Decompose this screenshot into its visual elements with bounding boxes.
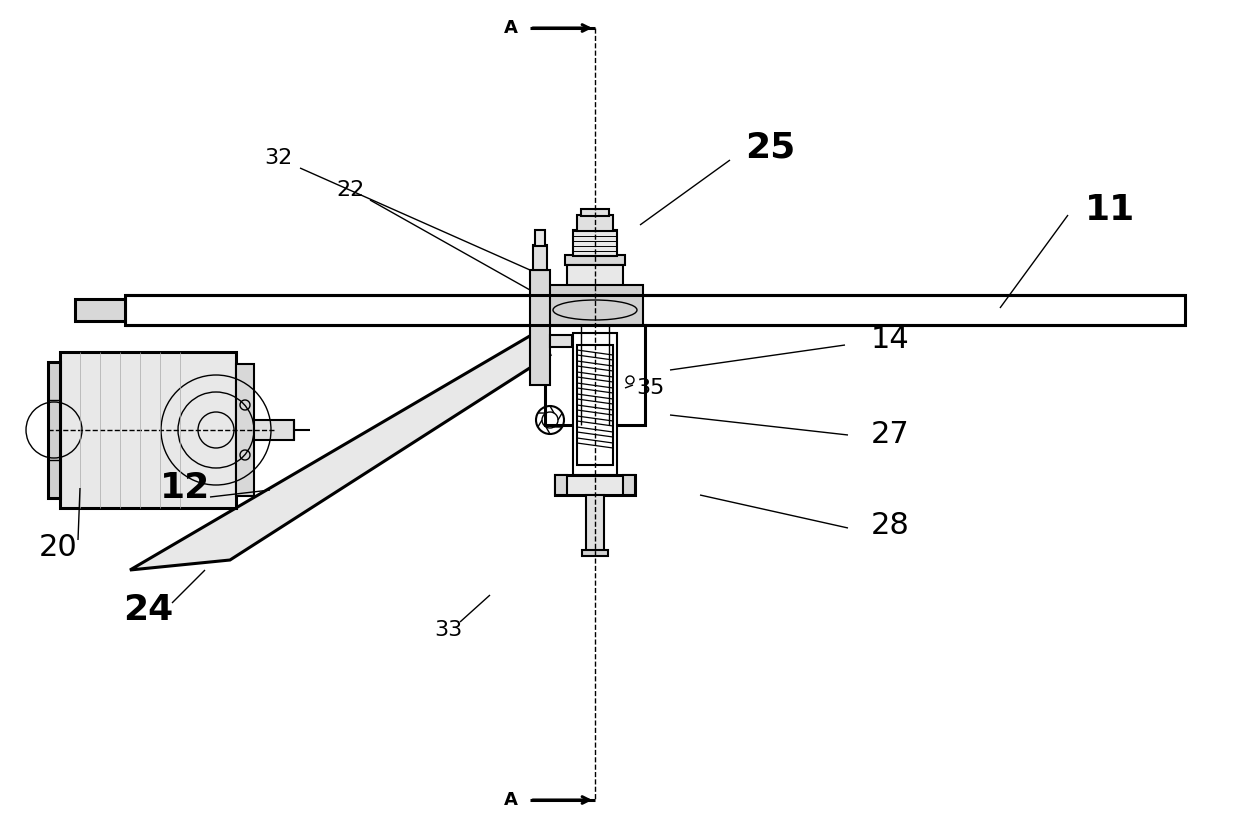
Bar (573, 333, 618, 475)
Bar (565, 255, 625, 265)
Text: 12: 12 (160, 471, 210, 505)
Text: A: A (505, 791, 518, 809)
Bar (534, 230, 546, 246)
Bar (529, 270, 551, 385)
Bar (556, 475, 635, 495)
Text: 24: 24 (123, 593, 174, 627)
Bar (556, 475, 567, 495)
Bar (74, 299, 125, 321)
Text: 28: 28 (870, 510, 909, 540)
Bar (254, 420, 294, 440)
Text: 32: 32 (264, 148, 293, 168)
Text: A: A (505, 19, 518, 37)
Bar (587, 495, 604, 555)
Bar (551, 335, 572, 347)
Text: 22: 22 (336, 180, 365, 200)
Bar (582, 209, 609, 216)
Polygon shape (130, 330, 551, 570)
Bar (547, 285, 644, 335)
Bar (546, 325, 645, 425)
Text: 20: 20 (38, 534, 77, 563)
Bar (577, 345, 613, 465)
Text: 25: 25 (745, 131, 795, 165)
Bar (573, 230, 618, 256)
Text: 27: 27 (870, 421, 909, 450)
Text: 14: 14 (870, 325, 909, 354)
Bar (533, 245, 547, 270)
Bar (125, 295, 1185, 325)
Text: 33: 33 (434, 620, 463, 640)
Text: 11: 11 (1085, 193, 1135, 227)
Bar (236, 364, 254, 496)
Bar (622, 475, 635, 495)
Text: 35: 35 (636, 378, 665, 398)
Bar (48, 362, 60, 498)
Bar (567, 265, 622, 295)
Bar (60, 352, 236, 508)
Bar (577, 215, 613, 231)
Bar (582, 550, 608, 556)
